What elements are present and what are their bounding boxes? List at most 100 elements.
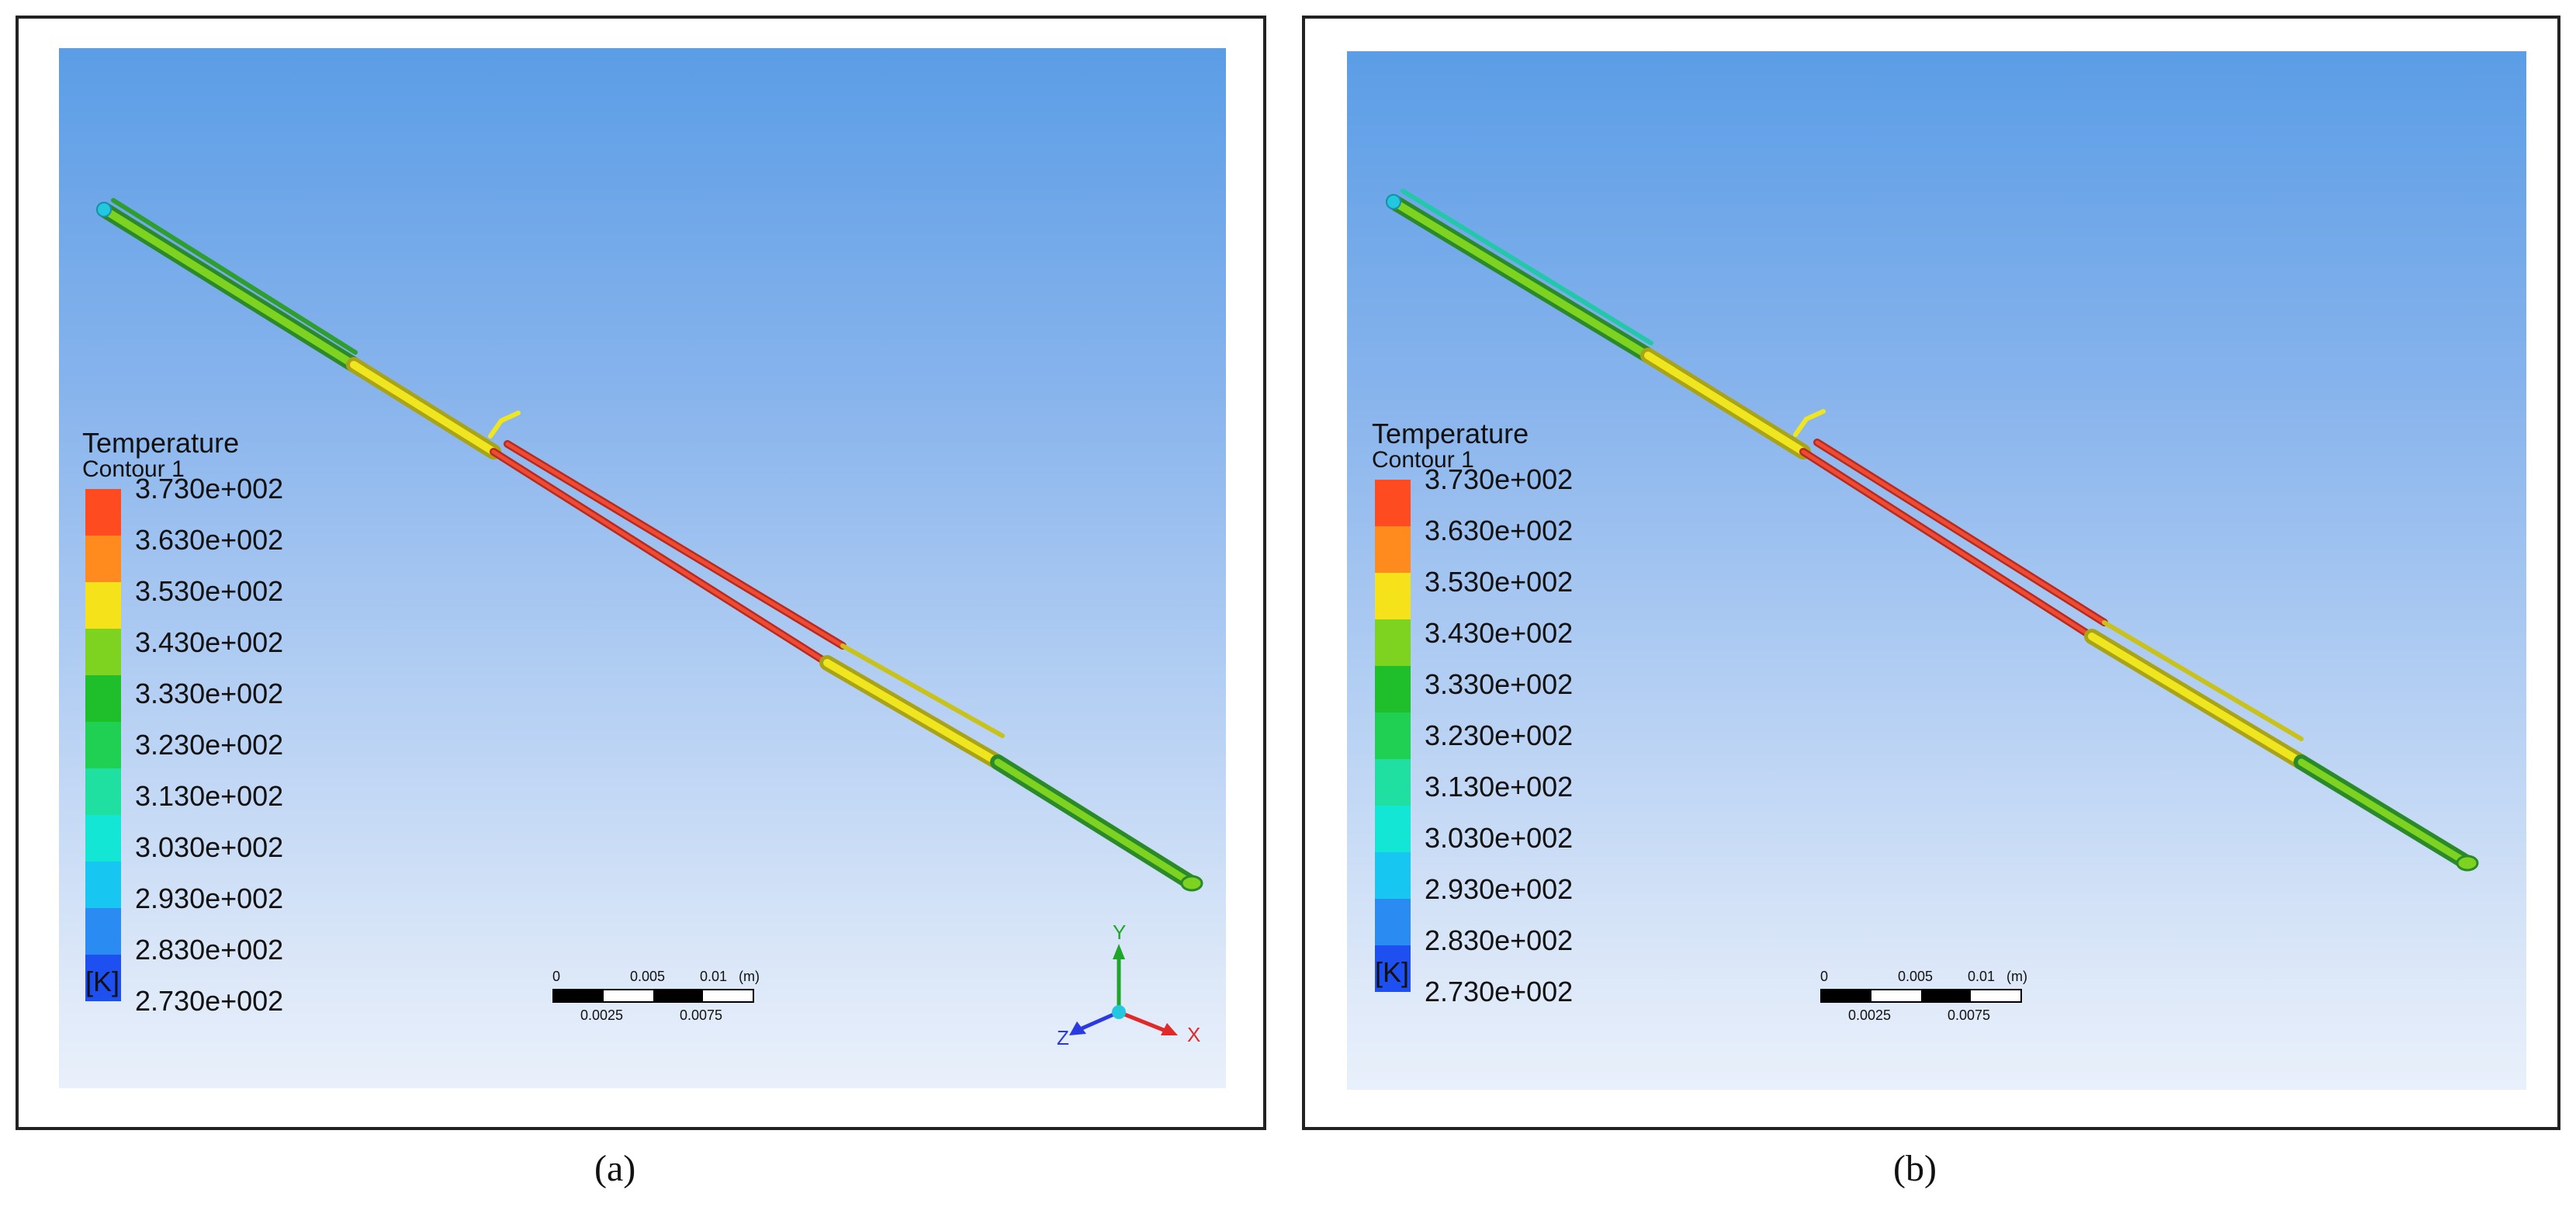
scale-bar-segment xyxy=(653,990,703,1001)
caption-a: (a) xyxy=(594,1148,636,1189)
pipe-warm-upper-a xyxy=(840,643,1005,738)
scale-label-top: 0.01 xyxy=(1968,969,1996,984)
pipe-inlet-a xyxy=(96,202,112,217)
scale-label-top: 0.005 xyxy=(1898,969,1934,984)
pipe-end-highlight-b xyxy=(2297,758,2471,867)
legend-tick-label: 2.930e+002 xyxy=(135,882,284,914)
pipe-cold-upper-b xyxy=(1401,189,1653,345)
scale-label-top: 0 xyxy=(552,969,561,984)
axis-label-x: X xyxy=(1187,1023,1200,1046)
legend-tick-label: 3.230e+002 xyxy=(1425,719,1574,751)
scale-label-top: 0 xyxy=(1820,969,1829,984)
legend-tick-label: 3.430e+002 xyxy=(1425,617,1574,649)
colorbar-swatch xyxy=(85,489,121,536)
legend-unit: [K] xyxy=(1375,956,1410,988)
pipe-warm-highlight-a xyxy=(823,659,1002,766)
temperature-legend-b: Temperature Contour 1 3.730e+002 3.630e+0… xyxy=(1372,418,1573,1007)
pipe-cold-highlight-a xyxy=(100,206,358,369)
viewport-a: Temperature Contour 1 3.730e+002 3.630e+0… xyxy=(59,48,1226,1088)
x-axis-arrow xyxy=(1161,1023,1178,1035)
pipe-outlet-b xyxy=(2456,855,2479,872)
colorbar-swatch xyxy=(1375,759,1411,806)
pipe-hot-lower-highlight-b xyxy=(1801,449,2094,639)
legend-tick-label: 2.930e+002 xyxy=(1425,873,1574,905)
legend-title: Temperature xyxy=(1372,418,1529,449)
colorbar-swatch xyxy=(85,768,121,815)
legend-tick-label: 3.130e+002 xyxy=(135,780,284,812)
scale-bar-segment xyxy=(1822,990,1871,1001)
caption-b: (b) xyxy=(1893,1148,1937,1189)
colorbar-a xyxy=(85,489,121,1001)
pipe-end-highlight-a xyxy=(994,758,1196,887)
colorbar-b xyxy=(1375,480,1411,992)
pipe-warm-highlight-b xyxy=(2088,633,2305,766)
scale-unit: (m) xyxy=(739,969,760,984)
scale-bar-segment xyxy=(1871,990,1921,1001)
colorbar-swatch xyxy=(1375,619,1411,666)
legend-tick-label: 3.330e+002 xyxy=(1425,668,1574,700)
scale-label-top: 0.005 xyxy=(630,969,666,984)
colorbar-swatch xyxy=(1375,806,1411,852)
colorbar-swatch xyxy=(85,722,121,768)
axis-label-z: Z xyxy=(1057,1026,1069,1049)
legend-tick-label: 3.630e+002 xyxy=(135,524,284,556)
legend-tick-label: 3.230e+002 xyxy=(135,729,284,761)
panel-b: Temperature Contour 1 3.730e+002 3.630e+0… xyxy=(1302,16,2560,1130)
x-axis-line xyxy=(1118,1010,1166,1033)
legend-ticks-a: 3.730e+002 3.630e+002 3.530e+002 3.430e+002… xyxy=(135,473,391,1017)
colorbar-swatch xyxy=(85,955,121,1001)
colorbar-swatch xyxy=(85,629,121,675)
scale-bar-segments xyxy=(1820,989,2022,1003)
pipe-transition-highlight-b xyxy=(1644,352,1807,456)
legend-tick-label: 3.030e+002 xyxy=(1425,822,1574,854)
pipe-warm-upper-b xyxy=(2102,620,2304,741)
legend-tick-label: 2.730e+002 xyxy=(1425,976,1574,1007)
pipe-hot-upper-highlight-b xyxy=(1815,440,2107,625)
z-axis-line xyxy=(1079,1010,1120,1032)
pipe-transition-highlight-a xyxy=(350,361,497,456)
colorbar-swatch xyxy=(1375,899,1411,945)
z-axis-arrow xyxy=(1069,1021,1086,1035)
pipe-stub-b xyxy=(1793,417,1809,437)
panel-a: Temperature Contour 1 3.730e+002 3.630e+0… xyxy=(16,16,1266,1130)
legend-tick-label: 3.430e+002 xyxy=(135,626,284,658)
scale-label-top: 0.01 xyxy=(700,969,728,984)
colorbar-swatch xyxy=(1375,573,1411,619)
scale-label-bottom: 0.0075 xyxy=(680,1007,723,1023)
heat-pipe-model-a xyxy=(96,198,1203,892)
scale-label-bottom: 0.0025 xyxy=(580,1007,624,1023)
axis-triad-icon: Y X Z xyxy=(1057,921,1200,1049)
pipe-stub-tip-a xyxy=(499,411,521,423)
colorbar-swatch xyxy=(1375,480,1411,526)
pipe-inlet-b xyxy=(1386,194,1401,210)
colorbar-swatch xyxy=(85,582,121,629)
temperature-legend-a: Temperature Contour 1 3.730e+002 3.630e+0… xyxy=(82,427,283,1017)
scale-label-bottom: 0.0025 xyxy=(1848,1007,1892,1023)
colorbar-swatch xyxy=(85,536,121,582)
pipe-outlet-a xyxy=(1180,875,1203,892)
legend-tick-label: 3.730e+002 xyxy=(135,473,284,505)
legend-tick-label: 3.530e+002 xyxy=(135,575,284,607)
legend-tick-label: 3.130e+002 xyxy=(1425,771,1574,803)
legend-tick-label: 3.530e+002 xyxy=(1425,566,1574,598)
y-axis-arrow xyxy=(1113,944,1125,959)
scale-bar-segments xyxy=(552,989,754,1003)
scale-bar-segment xyxy=(1921,990,1971,1001)
scale-label-bottom: 0.0075 xyxy=(1948,1007,1991,1023)
legend-tick-label: 3.730e+002 xyxy=(1425,463,1574,495)
legend-title: Temperature xyxy=(82,427,240,459)
axis-label-y: Y xyxy=(1113,921,1126,944)
colorbar-swatch xyxy=(1375,666,1411,713)
legend-subtitle: Contour 1 xyxy=(1372,447,1474,473)
viewport-b: Temperature Contour 1 3.730e+002 3.630e+0… xyxy=(1347,51,2526,1090)
pipe-hot-lower-highlight-a xyxy=(491,449,829,665)
scale-bar-segment xyxy=(1971,990,2020,1001)
colorbar-swatch xyxy=(1375,713,1411,759)
legend-tick-label: 2.730e+002 xyxy=(135,985,284,1017)
colorbar-swatch xyxy=(85,908,121,955)
legend-unit: [K] xyxy=(85,966,120,997)
legend-tick-label: 2.830e+002 xyxy=(1425,924,1574,956)
legend-tick-label: 3.030e+002 xyxy=(135,831,284,863)
colorbar-swatch xyxy=(85,815,121,862)
colorbar-swatch xyxy=(85,862,121,908)
